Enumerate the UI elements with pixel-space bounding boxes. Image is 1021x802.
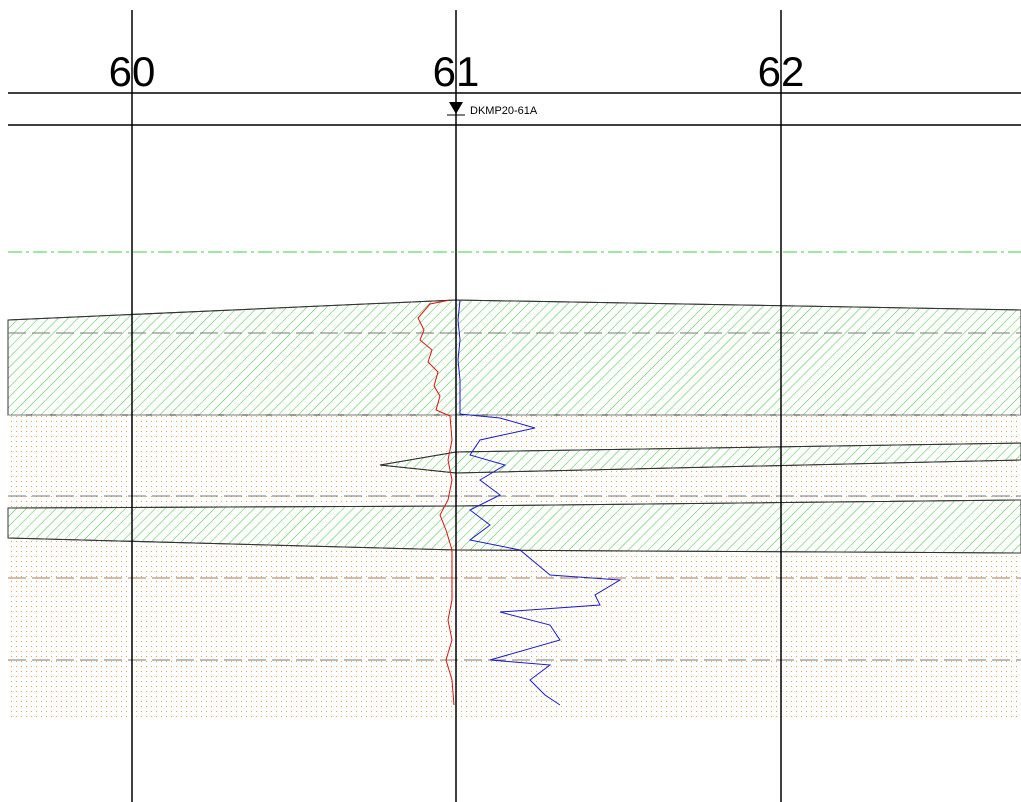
station-label: 60 — [109, 48, 156, 95]
station-label: 62 — [758, 48, 805, 95]
well-label: DKMP20-61A — [470, 105, 538, 117]
well-marker — [449, 102, 463, 114]
station-label: 61 — [433, 48, 480, 95]
cross-section: 60 61 62 DKMP20-61A — [0, 0, 1021, 802]
